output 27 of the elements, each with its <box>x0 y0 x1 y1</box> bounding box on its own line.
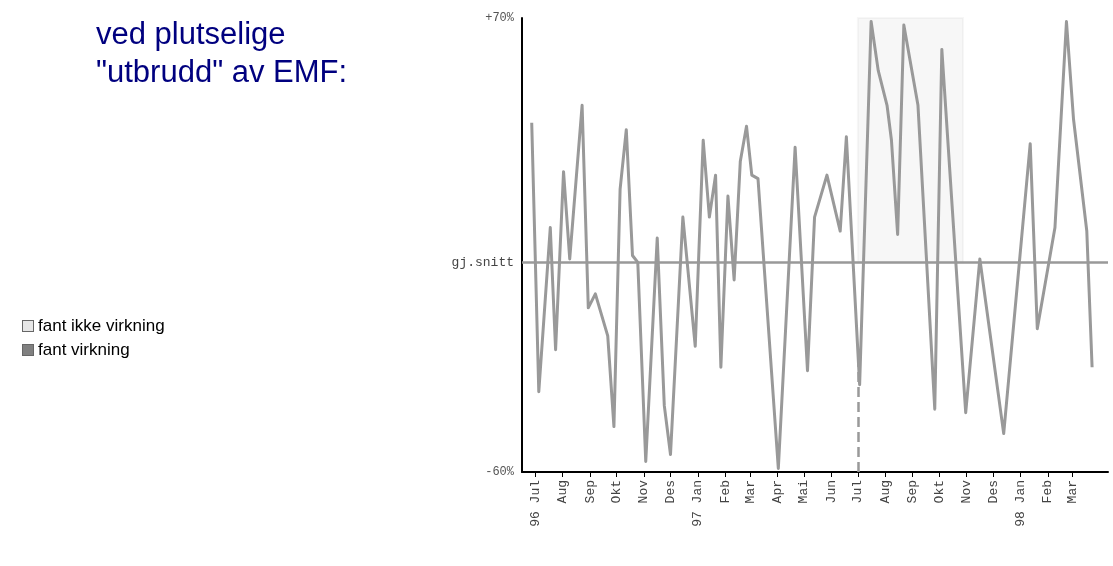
x-tick-label: Aug <box>877 480 893 504</box>
y-tick-label: -60% <box>485 465 515 479</box>
x-tick-label: Aug <box>555 480 571 504</box>
x-tick-label: Des <box>985 480 1001 504</box>
text: fant ikke virkning <box>38 316 165 336</box>
x-tick-label: Sep <box>905 480 921 504</box>
x-tick-label: 96 Jul <box>527 479 543 527</box>
x-tick-label: Mai <box>796 479 812 504</box>
x-tick-label: Jun <box>823 480 839 504</box>
ref-line-label: gj.snitt <box>451 254 514 270</box>
x-tick-label: 98 Jan <box>1013 480 1028 527</box>
x-tick-label: Mar <box>1065 480 1081 504</box>
x-tick-label: Feb <box>717 480 733 504</box>
x-tick-label: Feb <box>1040 480 1056 504</box>
x-tick-label: Nov <box>636 479 652 504</box>
x-tick-label: Okt <box>931 480 947 504</box>
y-tick-label: +70% <box>485 11 515 25</box>
text: ved plutselige "utbrudd" av EMF: <box>96 15 348 89</box>
x-tick-label: Des <box>662 480 678 504</box>
x-tick-label: Nov <box>959 479 975 504</box>
x-tick-label: 97 Jan <box>690 480 706 527</box>
x-tick-label: Apr <box>769 480 785 504</box>
x-tick-label: Okt <box>609 480 625 504</box>
text: fant virkning <box>38 340 130 360</box>
x-tick-label: Jul <box>850 479 866 504</box>
x-tick-label: Sep <box>582 480 598 504</box>
x-tick-label: Mar <box>742 480 758 504</box>
